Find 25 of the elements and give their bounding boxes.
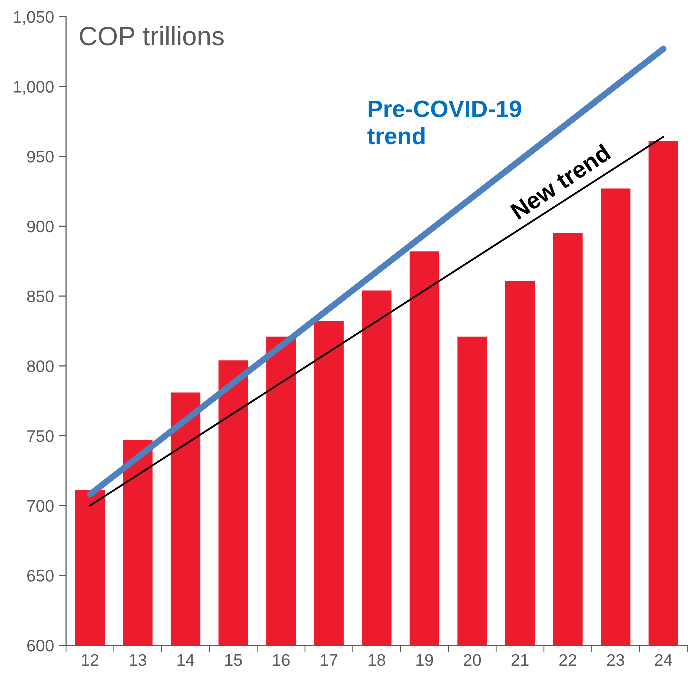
x-tick-label: 13 xyxy=(130,654,147,666)
series-label: Pre-COVID-19 trend xyxy=(368,100,522,145)
x-tick-label: 21 xyxy=(512,654,529,666)
chart-title: COP trillions xyxy=(80,26,224,46)
x-tick-label: 15 xyxy=(226,654,242,666)
x-tick-label: 18 xyxy=(368,654,386,666)
x-tick-label: 19 xyxy=(416,654,434,666)
x-tick-label: 14 xyxy=(178,654,195,666)
y-tick-label: 1,050 xyxy=(14,11,54,26)
y-tick-label: 950 xyxy=(27,151,54,163)
y-tick-label: 800 xyxy=(27,360,54,372)
y-tick-label: 750 xyxy=(28,430,54,442)
x-tick-label: 17 xyxy=(321,654,338,666)
y-tick-label: 1,000 xyxy=(14,81,54,95)
x-tick-label: 20 xyxy=(464,654,482,666)
x-tick-label: 16 xyxy=(273,654,290,666)
y-tick-label: 900 xyxy=(27,220,54,233)
y-tick-label: 600 xyxy=(28,640,54,652)
x-tick-label: 23 xyxy=(607,654,624,666)
y-tick-label: 700 xyxy=(28,500,54,512)
x-tick-label: 12 xyxy=(82,654,99,666)
x-tick-label: 22 xyxy=(560,654,576,666)
y-tick-label: 850 xyxy=(27,290,54,303)
x-tick-label: 24 xyxy=(655,654,672,666)
y-tick-label: 650 xyxy=(28,570,54,582)
